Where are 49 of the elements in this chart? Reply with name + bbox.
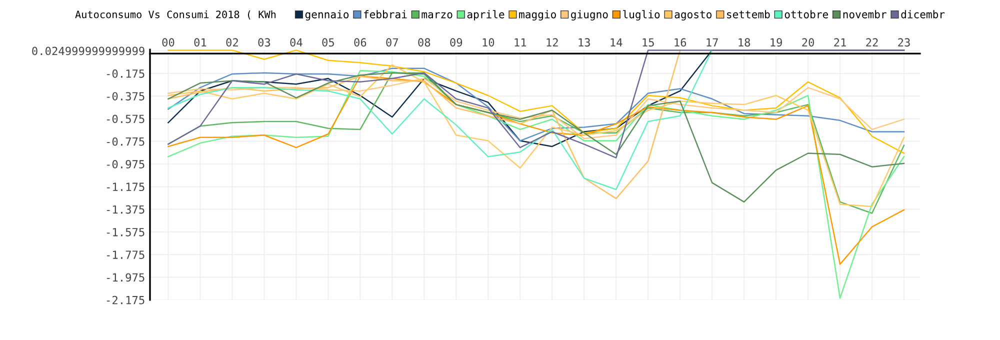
- chart-title: Autoconsumo Vs Consumi 2018 ( KWh: [75, 10, 276, 20]
- y-tick-label: 0.024999999999999: [32, 46, 144, 56]
- legend-label: maggio: [519, 10, 556, 20]
- y-tick-label: -2.175: [106, 296, 144, 304]
- x-tick-label: 15: [642, 38, 654, 47]
- x-tick-label: 18: [738, 38, 750, 47]
- x-tick-label: 01: [194, 38, 206, 47]
- y-tick-label: -0.775: [106, 137, 144, 146]
- legend-label: dicembr: [901, 10, 945, 18]
- y-tick-label: -1.975: [106, 273, 144, 282]
- x-tick-label: 23: [898, 38, 910, 47]
- x-tick-label: 05: [322, 38, 334, 47]
- y-tick-label: -0.975: [106, 160, 144, 168]
- y-tick-label: -1.175: [106, 182, 144, 192]
- legend-label: settemb: [727, 10, 770, 18]
- x-tick-label: 22: [866, 38, 878, 46]
- x-tick-label: 02: [226, 38, 238, 47]
- x-tick-label: 19: [770, 38, 782, 47]
- x-tick-label: 12: [546, 38, 558, 46]
- legend-label: ottobre: [784, 10, 828, 18]
- x-tick-label: 11: [514, 38, 526, 46]
- x-tick-label: 13: [578, 38, 590, 47]
- x-tick-label: 08: [418, 38, 430, 47]
- x-tick-label: 06: [354, 38, 366, 47]
- x-tick-label: 03: [258, 38, 270, 47]
- legend-label: febbrai: [364, 10, 407, 18]
- legend-label: marzo: [422, 12, 452, 18]
- legend-label: gennaio: [305, 10, 349, 20]
- x-tick-label: 10: [482, 38, 494, 47]
- x-tick-label: 09: [450, 38, 462, 47]
- x-tick-label: 07: [386, 38, 398, 47]
- x-tick-label: 20: [802, 38, 814, 47]
- legend-label: agosto: [674, 10, 712, 20]
- y-tick-label: -0.175: [106, 69, 144, 78]
- legend-label: aprile: [467, 10, 504, 20]
- x-tick-label: 04: [290, 38, 302, 47]
- x-tick-label: 16: [674, 38, 686, 47]
- legend-label: giugno: [571, 10, 608, 20]
- y-tick-label: -0.575: [106, 114, 144, 124]
- legend-label: novembr: [843, 10, 886, 18]
- y-tick-label: -1.375: [106, 205, 144, 214]
- x-tick-label: 17: [706, 38, 718, 46]
- y-tick-label: -1.575: [106, 228, 144, 236]
- x-tick-label: 00: [162, 38, 174, 47]
- y-tick-label: -1.775: [106, 250, 144, 259]
- x-tick-label: 21: [834, 38, 846, 46]
- legend-label: luglio: [623, 10, 660, 20]
- y-tick-label: -0.375: [106, 92, 144, 100]
- x-tick-label: 14: [610, 38, 622, 46]
